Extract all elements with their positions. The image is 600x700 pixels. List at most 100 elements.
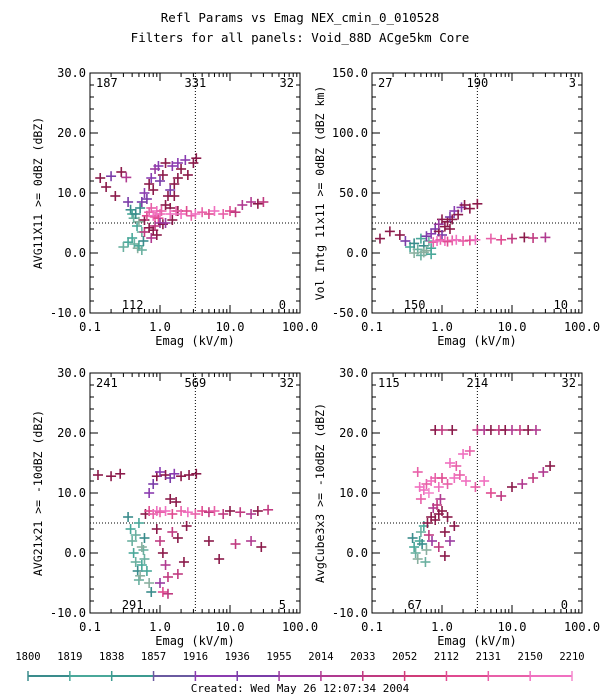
data-point bbox=[412, 554, 423, 564]
data-point bbox=[423, 488, 434, 498]
data-point bbox=[157, 548, 168, 558]
data-point bbox=[130, 209, 141, 219]
x-tick-label: 100.0 bbox=[282, 320, 318, 334]
y-tick-label: 10.0 bbox=[57, 186, 86, 200]
data-point bbox=[123, 197, 134, 207]
data-point bbox=[136, 245, 147, 255]
data-point bbox=[496, 234, 507, 245]
data-point bbox=[127, 536, 138, 546]
data-point bbox=[442, 512, 453, 522]
data-point bbox=[139, 215, 150, 225]
data-point bbox=[453, 209, 464, 220]
data-point bbox=[141, 194, 152, 204]
count-lower-center: 67 bbox=[407, 598, 421, 612]
data-point bbox=[146, 587, 157, 597]
y-axis-label: AvgCube3x3 >= -10dBZ (dBZ) bbox=[313, 403, 327, 583]
data-point bbox=[148, 479, 159, 489]
data-point bbox=[176, 471, 187, 482]
data-point bbox=[420, 557, 431, 567]
data-point bbox=[479, 476, 490, 486]
panel-1: 0.1 1.0 10.0 100.0 -10.0 0.0 10.0 20.0 30.0 187 33… bbox=[31, 66, 318, 348]
colorbar-label: 1955 bbox=[266, 651, 291, 663]
data-point bbox=[409, 248, 420, 258]
data-point bbox=[442, 479, 453, 489]
colorbar-label: 1916 bbox=[183, 651, 208, 663]
data-point bbox=[426, 249, 437, 260]
x-axis-label: Emag (kV/m) bbox=[437, 634, 516, 648]
plot-frame bbox=[89, 72, 301, 314]
data-point bbox=[432, 500, 443, 510]
data-point bbox=[133, 216, 144, 227]
data-point bbox=[132, 243, 143, 254]
data-point bbox=[167, 509, 178, 519]
data-point bbox=[237, 200, 248, 210]
x-tick-label: 0.1 bbox=[79, 320, 101, 334]
colorbar-label: 2112 bbox=[434, 651, 459, 663]
data-point bbox=[444, 224, 455, 234]
data-point bbox=[415, 527, 426, 537]
created-timestamp: Created: Wed May 26 12:07:34 2004 bbox=[191, 682, 410, 695]
data-point bbox=[470, 234, 481, 245]
data-point bbox=[517, 479, 528, 489]
y-axis-label: Vol Intg 11x11 >= 0dBZ (dBZ km) bbox=[313, 86, 327, 301]
colorbar-label: 2052 bbox=[392, 651, 417, 663]
data-point bbox=[417, 539, 428, 549]
data-point bbox=[157, 587, 168, 597]
data-point bbox=[106, 471, 117, 482]
data-point bbox=[165, 494, 176, 504]
colorbar-label: 2033 bbox=[350, 651, 375, 663]
data-point bbox=[121, 172, 132, 183]
data-point bbox=[160, 218, 171, 228]
count-upper-left: 241 bbox=[96, 376, 118, 390]
data-point bbox=[421, 231, 432, 242]
data-point bbox=[422, 518, 433, 528]
data-point bbox=[178, 557, 189, 567]
data-point bbox=[225, 506, 235, 516]
count-lower-center: 150 bbox=[404, 298, 426, 312]
y-tick-label: 30.0 bbox=[57, 366, 86, 380]
colorbar-label: 1936 bbox=[225, 651, 250, 663]
data-point bbox=[151, 230, 162, 240]
data-point bbox=[172, 569, 183, 579]
data-point bbox=[538, 467, 549, 477]
data-point bbox=[444, 536, 455, 546]
data-point bbox=[507, 233, 517, 244]
x-tick-label: 100.0 bbox=[282, 620, 318, 634]
data-point bbox=[151, 524, 162, 534]
y-tick-label: 10.0 bbox=[57, 486, 86, 500]
y-tick-label: 100.0 bbox=[332, 126, 368, 140]
data-point bbox=[507, 482, 517, 492]
data-point bbox=[153, 161, 164, 171]
data-point bbox=[528, 233, 539, 243]
data-point bbox=[470, 482, 481, 492]
figure-title: Refl Params vs Emag NEX_cmin_0_010528 bbox=[161, 10, 439, 25]
data-point bbox=[454, 470, 465, 480]
colorbar-label: 2131 bbox=[476, 651, 501, 663]
count-lower-right: 10 bbox=[554, 298, 568, 312]
colorbar-label: 2014 bbox=[308, 651, 333, 663]
x-axis-label: Emag (kV/m) bbox=[437, 334, 516, 348]
panel-3: 0.1 1.0 10.0 100.0 -10.0 0.0 10.0 20.0 30.0 241 56… bbox=[31, 366, 318, 648]
data-point bbox=[218, 209, 229, 219]
data-point bbox=[155, 578, 165, 588]
data-point bbox=[132, 221, 143, 231]
colorbar-label: 1857 bbox=[141, 651, 166, 663]
data-point bbox=[427, 536, 438, 546]
data-point bbox=[130, 530, 141, 540]
data-point bbox=[130, 557, 141, 567]
data-point bbox=[136, 560, 147, 570]
data-point bbox=[172, 158, 183, 168]
data-point bbox=[421, 545, 432, 555]
count-lower-right: 0 bbox=[279, 298, 286, 312]
data-point bbox=[176, 209, 187, 219]
data-point bbox=[460, 476, 471, 486]
data-point bbox=[165, 209, 176, 219]
y-tick-label: 0.0 bbox=[346, 546, 368, 560]
data-point bbox=[155, 467, 165, 477]
count-upper-right: 32 bbox=[280, 76, 294, 90]
y-tick-label: -10.0 bbox=[50, 306, 86, 320]
data-point bbox=[252, 198, 263, 209]
y-tick-label: -50.0 bbox=[332, 306, 368, 320]
data-point bbox=[132, 566, 143, 576]
data-point bbox=[412, 467, 423, 477]
